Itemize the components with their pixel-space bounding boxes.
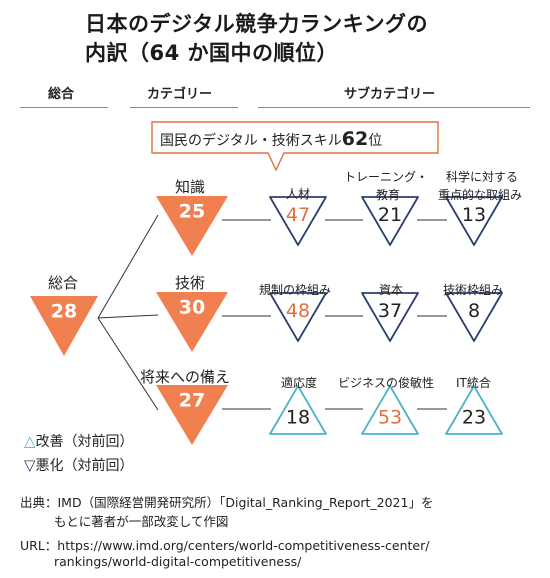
header-category: カテゴリー bbox=[147, 87, 213, 102]
category-triangle-0-rank: 25 bbox=[179, 201, 205, 223]
subcategory-rank: 23 bbox=[462, 406, 486, 428]
category-triangle-2-rank: 27 bbox=[179, 390, 205, 412]
category-triangle-2: 27 bbox=[156, 385, 228, 445]
triangle-down-icon bbox=[445, 196, 503, 246]
category-triangles: 25 30 27 bbox=[156, 196, 228, 445]
header-subcategory: サブカテゴリー bbox=[344, 87, 436, 102]
triangle-up-icon bbox=[361, 385, 419, 435]
triangle-down-icon bbox=[269, 196, 327, 246]
sub-label-training: 教育 bbox=[376, 188, 401, 202]
branch-lines bbox=[97, 214, 159, 411]
sub-label-tech-framework: 技術枠組み bbox=[443, 283, 504, 297]
sub-label-adaptive: 適応度 bbox=[281, 376, 318, 390]
source-line2: もとに著者が一部改変して作図 bbox=[54, 514, 229, 529]
subcategory-rank: 18 bbox=[286, 406, 310, 428]
legend-worsened-text: 悪化（対前回） bbox=[35, 458, 134, 474]
legend-worsened: ▽悪化（対前回） bbox=[24, 455, 134, 475]
subcategory-rank: 8 bbox=[468, 300, 480, 322]
source-line1: 出典：IMD（国際経営開発研究所）「Digital_Ranking_Report… bbox=[20, 495, 434, 510]
callout-label: 国民のデジタル・技術スキル62位 bbox=[160, 128, 382, 150]
legend-improved: △改善（対前回） bbox=[24, 431, 134, 451]
sub-label-capital: 資本 bbox=[379, 283, 404, 297]
sub-label-regulatory: 規制の枠組み bbox=[259, 283, 332, 297]
category-triangle-0-shape bbox=[156, 196, 228, 256]
sub-label-science: 重点的な取組み bbox=[438, 188, 523, 202]
overall-triangle-shape: 28 bbox=[30, 296, 98, 356]
category-label-technology: 技術 bbox=[175, 274, 206, 292]
header-overall: 総合 bbox=[48, 87, 75, 102]
category-label-future: 将来への備え bbox=[140, 368, 231, 386]
header-rule-category bbox=[130, 107, 238, 108]
legend-improved-text: 改善（対前回） bbox=[35, 434, 134, 450]
triangle-up-icon: △ bbox=[24, 432, 36, 450]
category-triangle-1-rank: 30 bbox=[179, 297, 205, 319]
subcategory-rank: 21 bbox=[378, 204, 402, 226]
subcategory-rank: 47 bbox=[286, 204, 310, 226]
triangle-down-icon bbox=[361, 196, 419, 246]
sub-label-it-integration: IT統合 bbox=[456, 376, 491, 390]
sub-label-agility: ビジネスの俊敏性 bbox=[338, 376, 435, 390]
url-line1: URL：https://www.imd.org/centers/world-co… bbox=[20, 538, 430, 553]
header-rule-subcategory bbox=[258, 107, 530, 108]
subcategory-rank: 53 bbox=[378, 406, 402, 428]
sub-label-talent: 人材 bbox=[286, 187, 311, 201]
page-title-line2: 内訳（64 か国中の順位） bbox=[85, 41, 339, 65]
subcategory-triangles: 47 21 13 48 37 8 18 53 23 bbox=[222, 196, 503, 435]
callout-text: 国民のデジタル・技術スキル bbox=[160, 133, 342, 149]
callout-suffix: 位 bbox=[368, 133, 383, 149]
overall-triangle-shape-rank: 28 bbox=[51, 301, 77, 323]
overall-triangle-shape-shape bbox=[30, 296, 98, 356]
triangle-up-icon bbox=[269, 385, 327, 435]
triangle-down-icon bbox=[361, 292, 419, 342]
category-triangle-1: 30 bbox=[156, 292, 228, 352]
triangle-up-icon bbox=[445, 385, 503, 435]
category-triangle-1-shape bbox=[156, 292, 228, 352]
page-title-line1: 日本のデジタル競争力ランキングの bbox=[85, 12, 428, 36]
url-line2: rankings/world-digital-competitiveness/ bbox=[54, 554, 302, 569]
callout-box bbox=[151, 121, 439, 172]
triangle-down-icon bbox=[445, 292, 503, 342]
subcategory-rank: 48 bbox=[286, 300, 310, 322]
callout-rank: 62 bbox=[341, 128, 369, 150]
overall-label: 総合 bbox=[48, 274, 79, 292]
triangle-down-icon: ▽ bbox=[24, 456, 36, 474]
category-triangle-0: 25 bbox=[156, 196, 228, 256]
sub-label-science-top: 科学に対する bbox=[446, 170, 519, 184]
sub-label-training-top: トレーニング・ bbox=[344, 170, 429, 184]
triangle-down-icon bbox=[269, 292, 327, 342]
category-triangle-2-shape bbox=[156, 385, 228, 445]
subcategory-rank: 13 bbox=[462, 204, 486, 226]
subcategory-rank: 37 bbox=[378, 300, 402, 322]
overall-triangle: 28 bbox=[30, 296, 98, 356]
header-rule-overall bbox=[20, 107, 108, 108]
category-label-knowledge: 知識 bbox=[175, 178, 206, 196]
